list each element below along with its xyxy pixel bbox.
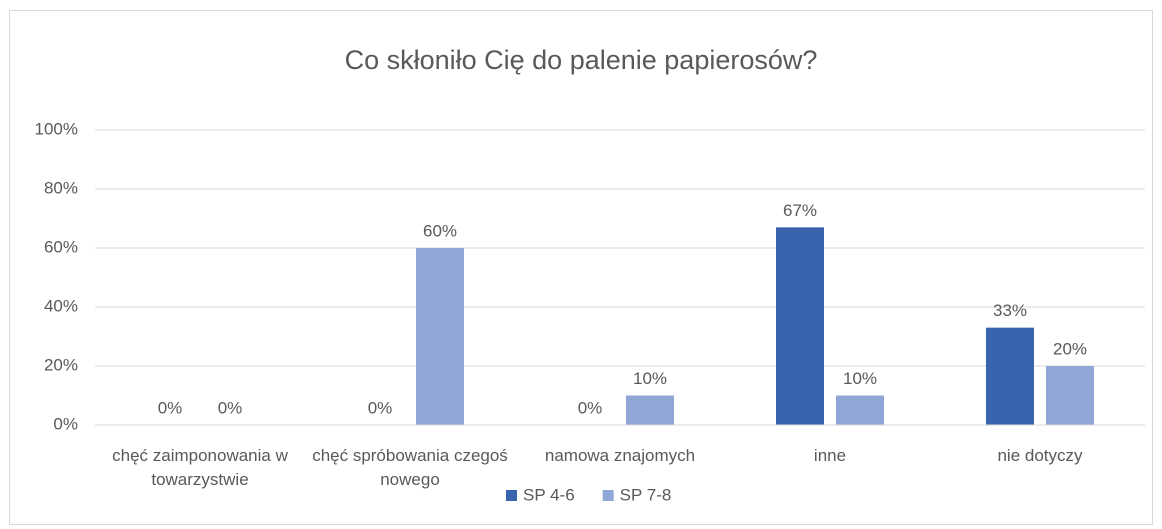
data-label: 60% bbox=[423, 221, 457, 240]
chart-border bbox=[9, 10, 1153, 525]
bar bbox=[1046, 366, 1094, 425]
x-tick-label: inne bbox=[813, 446, 847, 465]
legend-label: SP 7-8 bbox=[620, 485, 672, 504]
legend-swatch bbox=[506, 490, 517, 501]
x-tick-label: nie dotyczy bbox=[997, 446, 1083, 465]
chart-title: Co skłoniło Cię do palenie papierosów? bbox=[345, 45, 818, 75]
bar bbox=[986, 327, 1034, 425]
data-label: 0% bbox=[218, 398, 243, 417]
y-tick-label: 20% bbox=[44, 355, 78, 374]
data-label: 67% bbox=[783, 201, 817, 220]
y-tick-label: 80% bbox=[44, 178, 78, 197]
bar bbox=[416, 248, 464, 425]
x-tick-label: chęć spróbowania czegoś nowego bbox=[312, 446, 508, 489]
legend-label: SP 4-6 bbox=[523, 485, 575, 504]
bar bbox=[626, 395, 674, 425]
data-label: 0% bbox=[158, 398, 183, 417]
x-tick-label: namowa znajomych bbox=[544, 446, 696, 465]
data-label: 10% bbox=[633, 369, 667, 388]
y-tick-label: 40% bbox=[44, 296, 78, 315]
legend-swatch bbox=[602, 490, 614, 501]
data-label: 33% bbox=[993, 301, 1027, 320]
bar bbox=[836, 395, 884, 425]
y-tick-label: 100% bbox=[35, 119, 78, 138]
data-label: 20% bbox=[1053, 339, 1087, 358]
data-label: 10% bbox=[843, 369, 877, 388]
y-tick-label: 60% bbox=[44, 237, 78, 256]
bar bbox=[776, 227, 824, 425]
x-tick-label: chęć zaimponowania w towarzystwie bbox=[112, 446, 288, 489]
y-tick-label: 0% bbox=[53, 414, 78, 433]
data-label: 0% bbox=[368, 398, 393, 417]
data-label: 0% bbox=[578, 398, 603, 417]
